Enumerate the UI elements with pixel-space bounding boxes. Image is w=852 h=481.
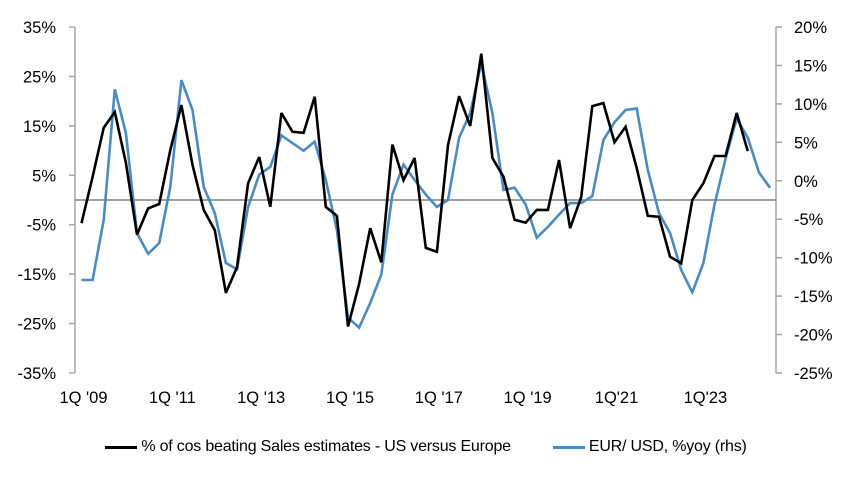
x-axis-tick-label: 1Q '09 xyxy=(59,389,107,407)
left-axis-tick-label: -5% xyxy=(27,217,57,235)
x-axis-tick-label: 1Q '11 xyxy=(149,389,196,407)
left-axis: 35% 25% 15% 5% -5% -15% -25% -35% xyxy=(17,19,76,383)
left-axis-tick-label: 35% xyxy=(23,19,56,37)
x-axis-tick-label: 1Q '17 xyxy=(415,389,463,407)
x-axis-tick-label: 1Q '13 xyxy=(237,389,285,407)
right-axis: 20% 15% 10% 5% 0% -5% -10% -15% -20% -25% xyxy=(775,19,833,383)
right-axis-tick-label: 20% xyxy=(794,19,827,37)
right-axis-tick-label: -15% xyxy=(794,288,833,306)
left-axis-tick-label: 15% xyxy=(23,118,56,136)
x-axis-tick-label: 1Q'21 xyxy=(595,389,639,407)
legend-label-sales-beat: % of cos beating Sales estimates - US ve… xyxy=(141,438,511,455)
series-group xyxy=(80,53,772,330)
right-axis-tick-label: -20% xyxy=(794,327,833,345)
legend-item-eurusd: EUR/ USD, %yoy (rhs) xyxy=(552,438,747,456)
right-axis-tick-label: -25% xyxy=(794,365,833,383)
legend-item-sales-beat: % of cos beating Sales estimates - US ve… xyxy=(105,438,511,456)
x-axis: 1Q '09 1Q '11 1Q '13 1Q '15 1Q '17 1Q '19 1Q'2… xyxy=(59,389,727,407)
series-line-eurusd xyxy=(81,62,772,330)
right-axis-tick-label: 0% xyxy=(794,173,818,191)
legend-swatch-blue xyxy=(552,445,585,449)
left-axis-tick-label: 25% xyxy=(23,68,56,86)
x-axis-tick-label: 1Q '15 xyxy=(326,389,374,407)
right-axis-tick-label: 5% xyxy=(794,134,818,152)
right-axis-tick-label: -5% xyxy=(794,211,824,229)
right-axis-tick-label: -10% xyxy=(794,250,833,268)
legend: % of cos beating Sales estimates - US ve… xyxy=(0,434,852,460)
left-axis-tick-label: 5% xyxy=(32,167,56,185)
left-axis-tick-label: -15% xyxy=(17,266,56,284)
chart: 35% 25% 15% 5% -5% -15% -25% -35% 20% 15% 10% 5% 0%… xyxy=(17,19,833,407)
legend-label-eurusd: EUR/ USD, %yoy (rhs) xyxy=(588,438,747,455)
right-axis-tick-label: 15% xyxy=(794,57,827,75)
x-axis-tick-label: 1Q'23 xyxy=(684,389,728,407)
left-axis-tick-label: -25% xyxy=(17,316,56,334)
x-axis-tick-label: 1Q '19 xyxy=(504,389,552,407)
right-axis-tick-label: 10% xyxy=(794,96,827,114)
series-line-sales-beat xyxy=(80,53,750,327)
legend-swatch-black xyxy=(105,445,138,449)
left-axis-tick-label: -35% xyxy=(17,365,56,383)
